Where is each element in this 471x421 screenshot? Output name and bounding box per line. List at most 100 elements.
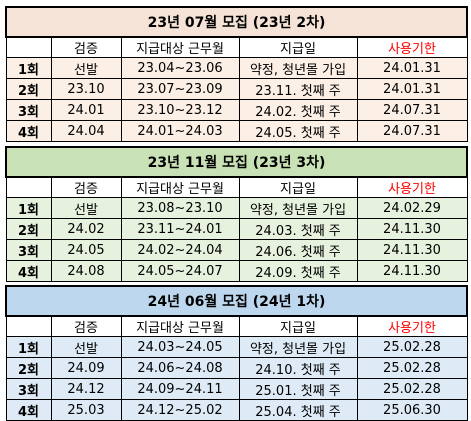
pay-date-cell: 24.09. 첫째 주 (238, 260, 358, 282)
table-row: 1회 선발 24.03~24.05 약정, 청년몰 가입 25.02.28 (5, 336, 468, 358)
round-cell: 3회 (5, 239, 52, 261)
work-months-cell: 24.01~24.03 (120, 120, 240, 142)
round-cell: 4회 (5, 120, 52, 142)
table-title-row: 23년 11월 모집 (23년 3차) (5, 146, 468, 178)
expire-cell: 24.07.31 (356, 120, 468, 142)
expire-cell: 24.02.29 (356, 197, 468, 219)
verify-cell: 25.03 (50, 399, 122, 421)
round-cell: 3회 (5, 99, 52, 121)
table-row: 4회 24.08 24.05~24.07 24.09. 첫째 주 24.11.3… (5, 260, 468, 282)
verify-cell: 23.10 (50, 78, 122, 100)
round-cell: 1회 (5, 336, 52, 358)
schedule-table-2024-06: 24년 06월 모집 (24년 1차) 검증 지급대상 근무월 지급일 사용기한… (5, 285, 468, 421)
table-header-row: 검증 지급대상 근무월 지급일 사용기한 (5, 315, 468, 337)
work-months-cell: 23.07~23.09 (120, 78, 240, 100)
expire-cell: 25.02.28 (356, 336, 468, 358)
pay-date-header: 지급일 (238, 315, 358, 337)
pay-date-header: 지급일 (238, 36, 358, 58)
table-row: 2회 24.09 24.06~24.08 24.10. 첫째 주 25.02.2… (5, 357, 468, 379)
verify-header: 검증 (50, 36, 122, 58)
verify-cell: 선발 (50, 197, 122, 219)
round-cell: 3회 (5, 378, 52, 400)
expire-cell: 24.11.30 (356, 260, 468, 282)
pay-date-cell: 약정, 청년몰 가입 (238, 197, 358, 219)
table-row: 4회 24.04 24.01~24.03 24.05. 첫째 주 24.07.3… (5, 120, 468, 142)
verify-cell: 24.01 (50, 99, 122, 121)
expire-header: 사용기한 (356, 315, 468, 337)
expire-cell: 25.02.28 (356, 357, 468, 379)
verify-cell: 24.09 (50, 357, 122, 379)
expire-cell: 25.02.28 (356, 378, 468, 400)
table-row: 1회 선발 23.08~23.10 약정, 청년몰 가입 24.02.29 (5, 197, 468, 219)
table-row: 2회 23.10 23.07~23.09 23.11. 첫째 주 24.01.3… (5, 78, 468, 100)
pay-date-cell: 24.03. 첫째 주 (238, 218, 358, 240)
pay-date-cell: 23.11. 첫째 주 (238, 78, 358, 100)
work-months-cell: 24.02~24.04 (120, 239, 240, 261)
table-row: 3회 24.01 23.10~23.12 24.02. 첫째 주 24.07.3… (5, 99, 468, 121)
round-header (5, 315, 52, 337)
round-cell: 1회 (5, 57, 52, 79)
table-row: 1회 선발 23.04~23.06 약정, 청년몰 가입 24.01.31 (5, 57, 468, 79)
pay-date-header: 지급일 (238, 176, 358, 198)
expire-cell: 25.06.30 (356, 399, 468, 421)
work-months-header: 지급대상 근무월 (120, 176, 240, 198)
pay-date-cell: 24.05. 첫째 주 (238, 120, 358, 142)
expire-cell: 24.07.31 (356, 99, 468, 121)
pay-date-cell: 24.02. 첫째 주 (238, 99, 358, 121)
verify-cell: 24.05 (50, 239, 122, 261)
table-row: 2회 24.02 23.11~24.01 24.03. 첫째 주 24.11.3… (5, 218, 468, 240)
round-cell: 2회 (5, 218, 52, 240)
schedule-table-2023-11: 23년 11월 모집 (23년 3차) 검증 지급대상 근무월 지급일 사용기한… (5, 146, 468, 282)
pay-date-cell: 24.10. 첫째 주 (238, 357, 358, 379)
verify-cell: 24.12 (50, 378, 122, 400)
table-row: 3회 24.05 24.02~24.04 24.06. 첫째 주 24.11.3… (5, 239, 468, 261)
work-months-header: 지급대상 근무월 (120, 36, 240, 58)
table-title-row: 23년 07월 모집 (23년 2차) (5, 6, 468, 38)
work-months-cell: 23.08~23.10 (120, 197, 240, 219)
table-header-row: 검증 지급대상 근무월 지급일 사용기한 (5, 36, 468, 58)
round-cell: 4회 (5, 260, 52, 282)
round-header (5, 176, 52, 198)
work-months-cell: 24.03~24.05 (120, 336, 240, 358)
work-months-cell: 24.09~24.11 (120, 378, 240, 400)
table-title-row: 24년 06월 모집 (24년 1차) (5, 285, 468, 317)
round-cell: 4회 (5, 399, 52, 421)
verify-cell: 24.08 (50, 260, 122, 282)
work-months-cell: 23.10~23.12 (120, 99, 240, 121)
work-months-cell: 24.12~25.02 (120, 399, 240, 421)
schedule-table-2023-07: 23년 07월 모집 (23년 2차) 검증 지급대상 근무월 지급일 사용기한… (5, 6, 468, 142)
pay-date-cell: 약정, 청년몰 가입 (238, 336, 358, 358)
verify-cell: 선발 (50, 57, 122, 79)
table-row: 4회 25.03 24.12~25.02 25.04. 첫째 주 25.06.3… (5, 399, 468, 421)
pay-date-cell: 24.06. 첫째 주 (238, 239, 358, 261)
pay-date-cell: 25.04. 첫째 주 (238, 399, 358, 421)
work-months-cell: 23.04~23.06 (120, 57, 240, 79)
table-row: 3회 24.12 24.09~24.11 25.01. 첫째 주 25.02.2… (5, 378, 468, 400)
expire-cell: 24.11.30 (356, 239, 468, 261)
round-cell: 2회 (5, 78, 52, 100)
verify-header: 검증 (50, 315, 122, 337)
work-months-header: 지급대상 근무월 (120, 315, 240, 337)
expire-cell: 24.01.31 (356, 57, 468, 79)
expire-cell: 24.11.30 (356, 218, 468, 240)
verify-cell: 24.02 (50, 218, 122, 240)
work-months-cell: 24.05~24.07 (120, 260, 240, 282)
verify-cell: 24.04 (50, 120, 122, 142)
round-cell: 1회 (5, 197, 52, 219)
table-title: 24년 06월 모집 (24년 1차) (5, 285, 468, 317)
expire-header: 사용기한 (356, 36, 468, 58)
table-header-row: 검증 지급대상 근무월 지급일 사용기한 (5, 176, 468, 198)
round-header (5, 36, 52, 58)
round-cell: 2회 (5, 357, 52, 379)
work-months-cell: 23.11~24.01 (120, 218, 240, 240)
table-title: 23년 11월 모집 (23년 3차) (5, 146, 468, 178)
verify-header: 검증 (50, 176, 122, 198)
pay-date-cell: 25.01. 첫째 주 (238, 378, 358, 400)
expire-cell: 24.01.31 (356, 78, 468, 100)
pay-date-cell: 약정, 청년몰 가입 (238, 57, 358, 79)
work-months-cell: 24.06~24.08 (120, 357, 240, 379)
verify-cell: 선발 (50, 336, 122, 358)
expire-header: 사용기한 (356, 176, 468, 198)
table-title: 23년 07월 모집 (23년 2차) (5, 6, 468, 38)
